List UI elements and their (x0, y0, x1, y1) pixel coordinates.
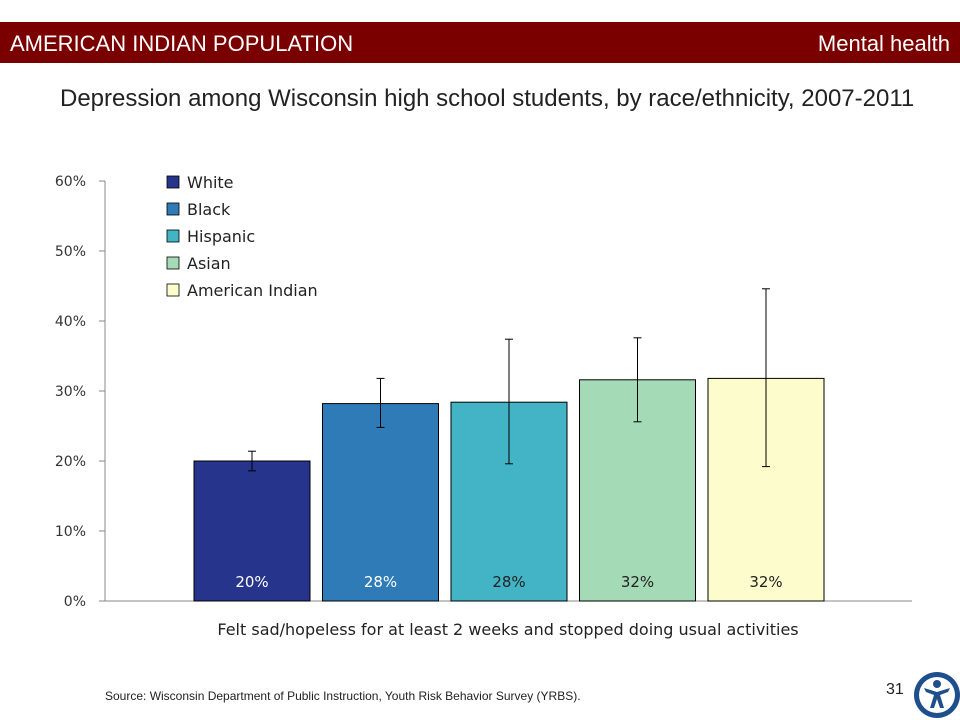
y-tick-label: 40% (55, 314, 86, 330)
data-label-white: 20% (235, 573, 268, 591)
legend-swatch-hispanic (166, 229, 180, 243)
bar-white (193, 460, 311, 602)
page-number: 31 (886, 681, 904, 698)
legend-swatch-white (166, 175, 180, 189)
data-labels: 20% 28% 28% 32% 32% (235, 573, 782, 591)
data-label-black: 28% (364, 573, 397, 591)
legend-swatch-american-indian (166, 283, 180, 297)
legend-label-asian: Asian (187, 254, 231, 273)
y-tick-label: 50% (55, 244, 86, 260)
error-bars (248, 288, 770, 472)
data-label-asian: 32% (621, 573, 654, 591)
x-axis-label: Felt sad/hopeless for at least 2 weeks a… (217, 620, 798, 639)
header-bar (0, 22, 960, 63)
source-note: Source: Wisconsin Department of Public I… (105, 689, 581, 703)
data-label-hispanic: 28% (492, 573, 525, 591)
legend-label-white: White (187, 173, 234, 192)
section-title: AMERICAN INDIAN POPULATION (10, 31, 354, 56)
health-figure-logo-icon (914, 672, 960, 718)
y-tick-label: 10% (55, 524, 86, 540)
y-tick-label: 30% (55, 384, 86, 400)
chart-title: Depression among Wisconsin high school s… (60, 85, 915, 112)
topic-title: Mental health (817, 31, 950, 56)
legend-label-black: Black (187, 200, 231, 219)
bar-black (322, 403, 439, 602)
legend-label-hispanic: Hispanic (187, 227, 255, 246)
y-tick-label: 0% (64, 594, 86, 610)
data-label-american-indian: 32% (749, 573, 782, 591)
legend-swatch-asian (166, 256, 180, 270)
legend-swatch-black (166, 202, 180, 216)
y-tick-label: 20% (55, 454, 86, 470)
y-tick-label: 60% (55, 174, 86, 190)
legend: White Black Hispanic Asian American Indian (166, 173, 318, 300)
legend-label-american-indian: American Indian (187, 281, 318, 300)
